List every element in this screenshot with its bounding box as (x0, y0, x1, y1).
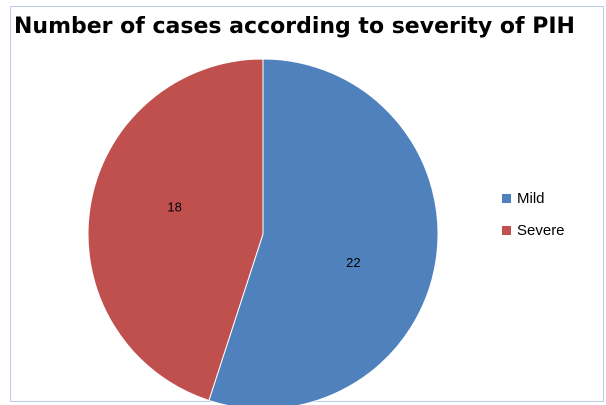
legend-swatch-mild (502, 193, 511, 203)
pie-slice-severe (87, 58, 264, 402)
legend-label-mild: Mild (517, 189, 545, 207)
legend-item-severe: Severe (502, 220, 565, 240)
chart-legend: Mild Severe (502, 188, 565, 252)
pie-slice-mild (208, 58, 439, 405)
legend-swatch-severe (502, 225, 511, 235)
pie-slices (87, 58, 439, 405)
chart-title: Number of cases according to severity of… (14, 14, 575, 39)
legend-label-severe: Severe (517, 221, 565, 239)
legend-item-mild: Mild (502, 188, 565, 208)
data-label-severe: 18 (167, 200, 181, 215)
pie-data-labels: 22 18 (167, 200, 360, 270)
data-label-mild: 22 (346, 255, 360, 270)
